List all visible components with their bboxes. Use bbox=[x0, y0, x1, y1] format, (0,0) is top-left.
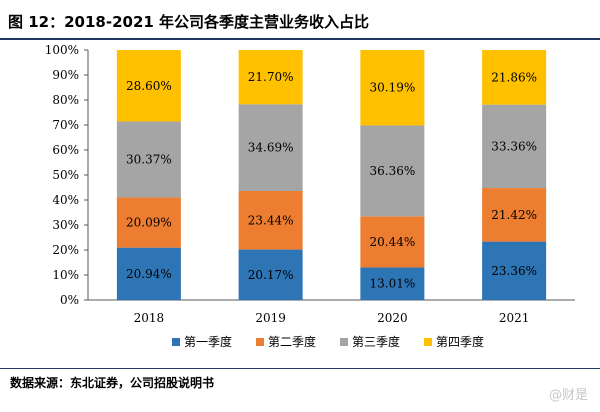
bar-segment bbox=[238, 104, 303, 191]
stacked-bar-chart: 0% 10% 20% 30% 40% 50% 60% 70% 80% 90% 100% 20.94% 2… bbox=[45, 43, 575, 349]
bar-segment bbox=[116, 197, 181, 248]
data-label: 23.36% bbox=[491, 264, 537, 278]
bar-segment bbox=[360, 267, 425, 300]
data-label: 21.86% bbox=[491, 70, 537, 84]
chart-title: 图 12：2018-2021 年公司各季度主营业务收入占比 bbox=[8, 13, 370, 31]
data-label: 21.42% bbox=[491, 208, 537, 222]
source-divider bbox=[0, 368, 600, 369]
legend-swatch bbox=[424, 338, 432, 346]
y-tick-label: 90% bbox=[52, 68, 79, 82]
bar-segment bbox=[482, 104, 547, 189]
bar-segment bbox=[482, 50, 547, 105]
y-tick-label: 50% bbox=[52, 168, 79, 182]
legend-swatch bbox=[256, 338, 264, 346]
x-tick-label: 2021 bbox=[499, 311, 530, 325]
bar-segment bbox=[238, 190, 303, 250]
source-note: 数据来源：东北证券，公司招股说明书 bbox=[10, 376, 215, 390]
y-tick-label: 70% bbox=[52, 118, 79, 132]
y-tick-label: 40% bbox=[52, 193, 79, 207]
legend-label: 第三季度 bbox=[352, 334, 400, 349]
data-label: 20.17% bbox=[248, 268, 294, 282]
data-label: 13.01% bbox=[369, 277, 415, 291]
data-label: 21.70% bbox=[248, 70, 294, 84]
y-tick-label: 100% bbox=[45, 43, 79, 57]
bar-segment bbox=[116, 121, 181, 198]
bar-segment bbox=[360, 216, 425, 268]
y-tick-label: 10% bbox=[52, 268, 79, 282]
bar-segment bbox=[238, 249, 303, 300]
y-tick-label: 30% bbox=[52, 218, 79, 232]
legend-swatch bbox=[340, 338, 348, 346]
bar-segment bbox=[360, 50, 425, 126]
x-tick-label: 2020 bbox=[377, 311, 408, 325]
bar-segment bbox=[482, 241, 547, 300]
data-label: 20.94% bbox=[126, 267, 172, 281]
y-tick-label: 20% bbox=[52, 243, 79, 257]
bar-segment bbox=[482, 188, 547, 242]
legend-label: 第二季度 bbox=[268, 334, 316, 349]
legend-label: 第一季度 bbox=[184, 334, 232, 349]
x-tick-label: 2018 bbox=[134, 311, 165, 325]
data-label: 33.36% bbox=[491, 139, 537, 153]
data-label: 30.37% bbox=[126, 152, 172, 166]
legend-swatch bbox=[172, 338, 180, 346]
bar-segment bbox=[116, 50, 181, 122]
y-tick-label: 60% bbox=[52, 143, 79, 157]
bar-segment bbox=[360, 125, 425, 217]
data-label: 23.44% bbox=[248, 213, 294, 227]
watermark: @财是 bbox=[548, 388, 588, 403]
bar-segment bbox=[116, 247, 181, 300]
y-tick-label: 0% bbox=[60, 293, 79, 307]
y-tick-label: 80% bbox=[52, 93, 79, 107]
x-tick-label: 2019 bbox=[255, 311, 286, 325]
bar-segment bbox=[238, 50, 303, 105]
data-label: 30.19% bbox=[369, 81, 415, 95]
data-label: 28.60% bbox=[126, 79, 172, 93]
legend-label: 第四季度 bbox=[436, 334, 484, 349]
title-bar bbox=[0, 0, 600, 40]
data-label: 34.69% bbox=[248, 141, 294, 155]
data-label: 20.44% bbox=[369, 235, 415, 249]
data-label: 20.09% bbox=[126, 216, 172, 230]
data-label: 36.36% bbox=[369, 164, 415, 178]
